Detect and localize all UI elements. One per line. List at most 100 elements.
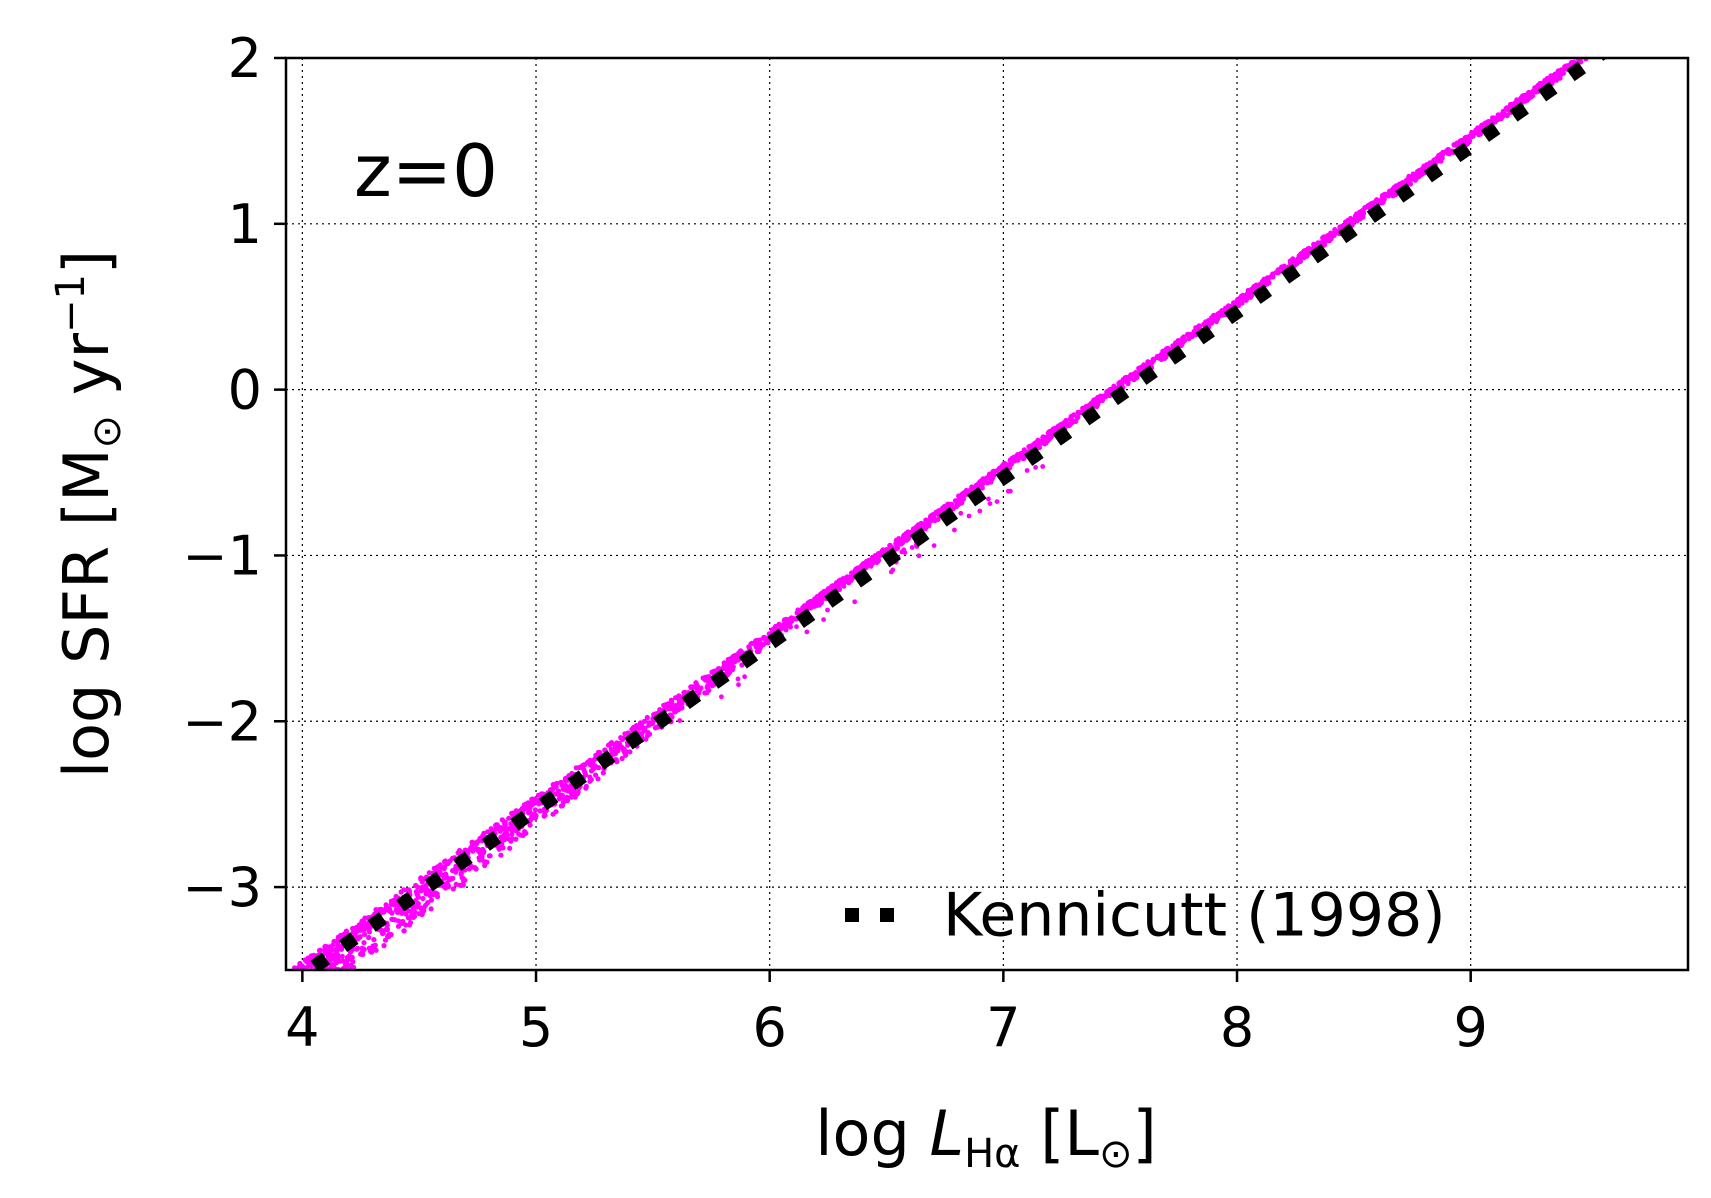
scatter-point <box>665 705 671 712</box>
scatter-point <box>763 637 769 643</box>
scatter-point <box>1462 135 1468 141</box>
scatter-point <box>746 644 752 650</box>
scatter-point <box>286 984 291 989</box>
scatter-point <box>394 907 400 913</box>
scatter-point <box>1591 49 1596 54</box>
scatter-point <box>588 777 594 783</box>
scatter-point <box>390 916 396 923</box>
scatter-point <box>756 648 762 655</box>
scatter-point <box>1484 120 1490 126</box>
scatter-point <box>288 976 293 981</box>
scatter-point <box>736 682 741 688</box>
scatter-point <box>1408 176 1414 183</box>
scatter-point <box>1288 260 1294 266</box>
scatter-point <box>609 749 615 755</box>
scatter-point <box>553 809 559 815</box>
scatter-point <box>320 972 325 977</box>
scatter-point <box>322 943 328 949</box>
scatter-point <box>403 911 409 917</box>
scatter-point <box>700 675 706 681</box>
scatter-point <box>501 825 507 831</box>
scatter-point <box>415 901 421 907</box>
scatter-point <box>1173 341 1179 347</box>
scatter-point <box>1553 76 1559 82</box>
scatter-point <box>412 909 418 915</box>
scatter-point <box>1595 46 1600 51</box>
scatter-point <box>780 622 786 629</box>
scatter-point <box>324 971 329 976</box>
scatter-point <box>284 984 289 989</box>
scatter-point <box>290 989 295 994</box>
scatter-point <box>1210 316 1216 322</box>
y-tick-label: 2 <box>228 27 262 90</box>
scatter-point <box>349 954 355 961</box>
scatter-point <box>315 986 320 991</box>
scatter-point <box>1440 149 1446 155</box>
scatter-point <box>676 698 682 704</box>
scatter-point <box>366 934 372 941</box>
scatter-point <box>1179 335 1185 342</box>
scatter-point <box>952 527 957 533</box>
scatter-point <box>498 852 504 858</box>
scatter-point <box>963 487 970 494</box>
scatter-point <box>359 945 365 951</box>
scatter-point <box>381 943 387 949</box>
scatter-point <box>298 984 303 989</box>
scatter-point <box>1387 188 1393 194</box>
scatter-point <box>335 937 341 943</box>
scatter-point <box>367 948 374 954</box>
scatter-point <box>296 972 301 977</box>
scatter-point <box>562 775 569 782</box>
scatter-point <box>665 701 671 707</box>
scatter-point <box>555 788 562 794</box>
scatter-point <box>1099 397 1105 404</box>
y-tick-label: 1 <box>228 193 262 256</box>
scatter-point <box>399 920 405 927</box>
scatter-point <box>322 981 327 986</box>
scatter-point <box>347 949 354 955</box>
scatter-point <box>583 783 589 790</box>
scatter-point <box>331 956 337 963</box>
scatter-point <box>337 958 343 964</box>
scatter-point <box>1339 223 1345 229</box>
scatter-point <box>739 662 745 668</box>
scatter-point <box>818 599 824 605</box>
scatter-point <box>1095 395 1101 401</box>
scatter-point <box>289 986 294 991</box>
scatter-point <box>639 730 645 737</box>
scatter-point <box>293 978 298 983</box>
scatter-point <box>564 798 571 804</box>
scatter-point <box>894 544 900 550</box>
x-tick-label: 5 <box>519 996 553 1059</box>
scatter-point <box>693 680 699 686</box>
scatter-point <box>870 560 876 566</box>
scatter-point <box>324 981 329 986</box>
scatter-point <box>537 808 543 814</box>
scatter-point <box>715 666 721 672</box>
scatter-point <box>1587 47 1592 52</box>
scatter-point <box>1040 464 1046 469</box>
scatter-point <box>1589 48 1594 53</box>
scatter-point <box>445 860 451 867</box>
scatter-point <box>969 484 975 490</box>
scatter-point <box>295 982 300 987</box>
scatter-point <box>1085 403 1091 409</box>
scatter-point <box>794 624 799 630</box>
scatter-point <box>322 989 327 994</box>
scatter-point <box>804 629 810 635</box>
y-tick-label: −3 <box>182 856 262 919</box>
scatter-point <box>895 539 901 545</box>
scatter-point <box>1322 237 1328 243</box>
scatter-point <box>1354 218 1360 224</box>
grid <box>286 57 1688 970</box>
scatter-point <box>472 840 479 846</box>
scatter-point <box>1203 319 1209 325</box>
scatter-point <box>362 931 368 938</box>
scatter-point <box>1253 282 1259 288</box>
scatter-point <box>414 884 421 890</box>
scatter-point <box>1592 49 1597 54</box>
scatter-point <box>1024 468 1030 473</box>
scatter-point <box>618 735 624 741</box>
scatter-point <box>860 561 867 567</box>
scatter-point <box>498 834 504 840</box>
